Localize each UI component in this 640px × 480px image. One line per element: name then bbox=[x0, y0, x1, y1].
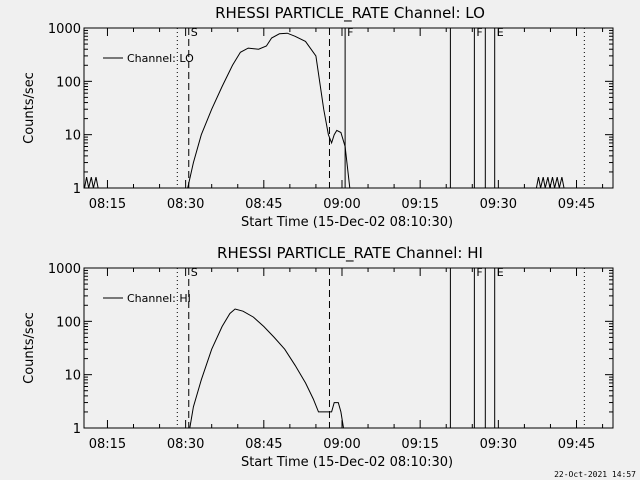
panel-lo-xlabel: Start Time (15-Dec-02 08:10:30) bbox=[241, 215, 453, 230]
panel-hi-xlabel: Start Time (15-Dec-02 08:10:30) bbox=[241, 455, 453, 470]
panel-hi-marker-label: F bbox=[476, 266, 482, 279]
panel-lo-marker-label: E bbox=[497, 26, 504, 39]
panel-hi-marker-label: S bbox=[191, 266, 198, 279]
panel-lo-marker-label: S bbox=[191, 26, 198, 39]
panel-lo: RHESSI PARTICLE_RATE Channel: LO 1101001… bbox=[22, 4, 614, 230]
panel-lo-x-tick-label: 08:15 bbox=[89, 197, 126, 212]
panel-lo-x-tick-label: 09:30 bbox=[480, 197, 517, 212]
panel-hi-x-tick-label: 08:45 bbox=[245, 437, 282, 452]
panel-hi-frame bbox=[83, 267, 614, 429]
panel-hi-x-tick-label: 09:15 bbox=[401, 437, 438, 452]
panel-lo-frame bbox=[83, 27, 614, 189]
panel-hi-title: RHESSI PARTICLE_RATE Channel: HI bbox=[217, 244, 483, 263]
panel-lo-y-tick-label: 10 bbox=[64, 129, 81, 144]
panel-hi-x-tick-label: 09:30 bbox=[480, 437, 517, 452]
panel-hi-x-tick-label: 08:30 bbox=[167, 437, 204, 452]
panel-lo-y-tick-label: 1000 bbox=[48, 22, 81, 37]
panel-hi-x-tick-label: 08:15 bbox=[89, 437, 126, 452]
panel-lo-legend-label: Channel: LO bbox=[127, 52, 194, 65]
panel-lo-series-line bbox=[84, 32, 565, 189]
panel-lo-y-tick-label: 100 bbox=[56, 75, 81, 90]
panel-hi-y-axis: 1 10 100 1000 bbox=[48, 262, 613, 437]
panel-lo-x-tick-label: 09:45 bbox=[558, 197, 595, 212]
panel-hi-marker-label: E bbox=[497, 266, 504, 279]
panel-hi-x-tick-label: 09:45 bbox=[558, 437, 595, 452]
panel-hi-series-line bbox=[189, 308, 344, 429]
panel-hi-legend-label: Channel: HI bbox=[127, 292, 191, 305]
panel-lo-x-tick-label: 08:45 bbox=[245, 197, 282, 212]
panel-lo-x-tick-label: 08:30 bbox=[167, 197, 204, 212]
panel-lo-ylabel: Counts/sec bbox=[22, 72, 37, 144]
panel-lo-marker-label: F bbox=[476, 26, 482, 39]
panel-hi-x-axis: 08:15 08:30 08:45 09:00 09:15 09:30 09:45 bbox=[89, 268, 604, 452]
panel-hi-y-tick-label: 1000 bbox=[48, 262, 81, 277]
panel-hi: RHESSI PARTICLE_RATE Channel: HI 1101001… bbox=[22, 244, 614, 470]
panel-hi-y-tick-label: 1 bbox=[73, 422, 81, 437]
timestamp: 22-Oct-2021 14:57 bbox=[554, 470, 636, 479]
panel-lo-y-tick-label: 1 bbox=[73, 182, 81, 197]
panel-hi-x-tick-label: 09:00 bbox=[323, 437, 360, 452]
panel-hi-ylabel: Counts/sec bbox=[22, 312, 37, 384]
panel-lo-x-tick-label: 09:00 bbox=[323, 197, 360, 212]
panel-hi-y-tick-label: 100 bbox=[56, 315, 81, 330]
panel-lo-x-axis: 08:15 08:30 08:45 09:00 09:15 09:30 09:45 bbox=[89, 28, 604, 212]
panel-hi-y-tick-label: 10 bbox=[64, 369, 81, 384]
panel-lo-y-axis: 1 10 100 1000 bbox=[48, 22, 613, 197]
panel-lo-marker-label: F bbox=[347, 26, 353, 39]
panel-lo-title: RHESSI PARTICLE_RATE Channel: LO bbox=[215, 4, 485, 23]
panel-lo-x-tick-label: 09:15 bbox=[401, 197, 438, 212]
